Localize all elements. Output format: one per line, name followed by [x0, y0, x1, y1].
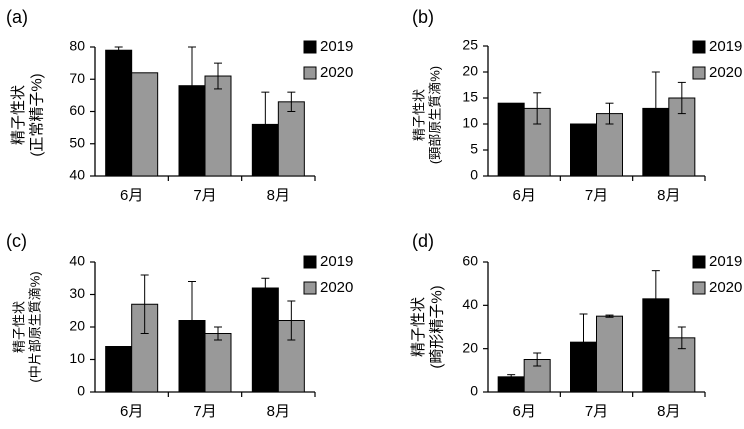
x-tick-label: 8月: [267, 187, 290, 204]
y-axis-label-line: (中片部原生質滴%): [28, 271, 43, 382]
x-tick-label: 6月: [120, 187, 143, 204]
y-tick-label: 70: [69, 70, 85, 86]
bar-2019: [178, 320, 206, 393]
legend-label: 2020: [320, 64, 353, 81]
y-tick-label: 10: [69, 350, 85, 366]
x-tick-label: 8月: [657, 403, 680, 420]
y-axis-label-line: (頸部原生質滴%): [428, 66, 443, 164]
legend-swatch-2020: [303, 66, 317, 80]
y-axis-label-line: (正常精子%): [29, 73, 46, 156]
bar-2020: [277, 101, 305, 177]
legend-label: 2019: [320, 38, 353, 55]
y-axis-label-line: 精子性状: [411, 89, 426, 141]
bar-2019: [497, 102, 525, 177]
legend-swatch-2019: [303, 255, 317, 269]
y-tick-label: 0: [470, 167, 478, 183]
y-tick-label: 15: [462, 89, 478, 105]
y-tick-label: 20: [69, 318, 85, 334]
y-tick-label: 20: [462, 339, 478, 355]
bar-2019: [105, 49, 133, 177]
y-tick-label: 5: [470, 141, 478, 157]
bar-2020: [204, 75, 232, 177]
legend-swatch-2020: [303, 281, 317, 295]
legend-label: 2019: [709, 253, 742, 270]
bar-2019: [642, 298, 670, 393]
bar-2020: [204, 333, 232, 393]
legend-label: 2020: [709, 279, 742, 296]
bar-2019: [570, 341, 597, 393]
x-tick-label: 7月: [193, 403, 216, 420]
legend-swatch-2019: [303, 40, 317, 54]
legend-label: 2020: [709, 64, 742, 81]
panel-label: (d): [412, 231, 434, 251]
legend-label: 2020: [320, 279, 353, 296]
panel-label: (a): [6, 7, 28, 27]
x-tick-label: 6月: [120, 403, 143, 420]
panel-label: (b): [412, 7, 434, 27]
y-tick-label: 20: [462, 63, 478, 79]
bar-2019: [251, 123, 279, 177]
y-tick-label: 0: [470, 383, 478, 399]
legend-swatch-2020: [692, 281, 706, 295]
y-tick-label: 25: [462, 37, 478, 53]
y-axis-label: 精子性状 (正常精子%): [10, 73, 46, 156]
chart-panel: (b) 精子性状(頸部原生質滴%) 0 5 10 15 20 25 6月 7月 8月 2019 2020: [411, 7, 742, 204]
x-tick-label: 7月: [585, 403, 608, 420]
y-axis-label-line: 精子性状: [11, 301, 26, 353]
y-axis-label: 精子性状(頸部原生質滴%): [411, 66, 442, 164]
legend-swatch-2019: [692, 40, 706, 54]
y-axis-label-line: 精子性状: [410, 297, 427, 357]
bar-2019: [105, 346, 133, 393]
bar-2020: [596, 113, 623, 177]
y-tick-label: 40: [69, 167, 85, 183]
panel-label: (c): [6, 231, 27, 251]
legend-swatch-2020: [692, 66, 706, 80]
y-tick-label: 30: [69, 285, 85, 301]
y-axis-label-line: (畸形精子%): [429, 285, 446, 368]
legend-label: 2019: [320, 253, 353, 270]
bar-2020: [131, 72, 159, 177]
y-axis-label: 精子性状 (畸形精子%): [410, 285, 446, 368]
y-tick-label: 40: [69, 253, 85, 269]
y-tick-label: 60: [462, 253, 478, 269]
y-tick-label: 0: [77, 383, 85, 399]
y-axis-label-line: 精子性状: [10, 85, 27, 145]
y-tick-label: 50: [69, 134, 85, 150]
y-axis-label: 精子性状(中片部原生質滴%): [11, 271, 42, 382]
y-tick-label: 10: [462, 115, 478, 131]
bar-2019: [251, 287, 279, 393]
bar-2019: [570, 123, 597, 177]
chart-panel: (c) 精子性状(中片部原生質滴%) 0 10 20 30 40 6月 7月 8月 2019 2020: [6, 231, 353, 420]
chart-panel: (d) 精子性状 (畸形精子%) 0 20 40 60 6月 7月 8月 2019 2020: [410, 231, 743, 420]
x-tick-label: 8月: [267, 403, 290, 420]
bar-2019: [178, 85, 206, 177]
x-tick-label: 6月: [512, 403, 535, 420]
x-tick-label: 8月: [657, 187, 680, 204]
chart-panel: (a) 精子性状 (正常精子%) 40 50 60 70 80 6月 7月 8月 2019 2020: [6, 7, 353, 204]
bar-2019: [642, 107, 670, 177]
bar-2019: [497, 376, 525, 393]
y-tick-label: 60: [69, 102, 85, 118]
y-tick-label: 40: [462, 296, 478, 312]
legend-label: 2019: [709, 38, 742, 55]
x-tick-label: 6月: [512, 187, 535, 204]
legend-swatch-2019: [692, 255, 706, 269]
x-tick-label: 7月: [193, 187, 216, 204]
bar-2020: [596, 315, 623, 393]
y-tick-label: 80: [69, 38, 85, 54]
x-tick-label: 7月: [585, 187, 608, 204]
